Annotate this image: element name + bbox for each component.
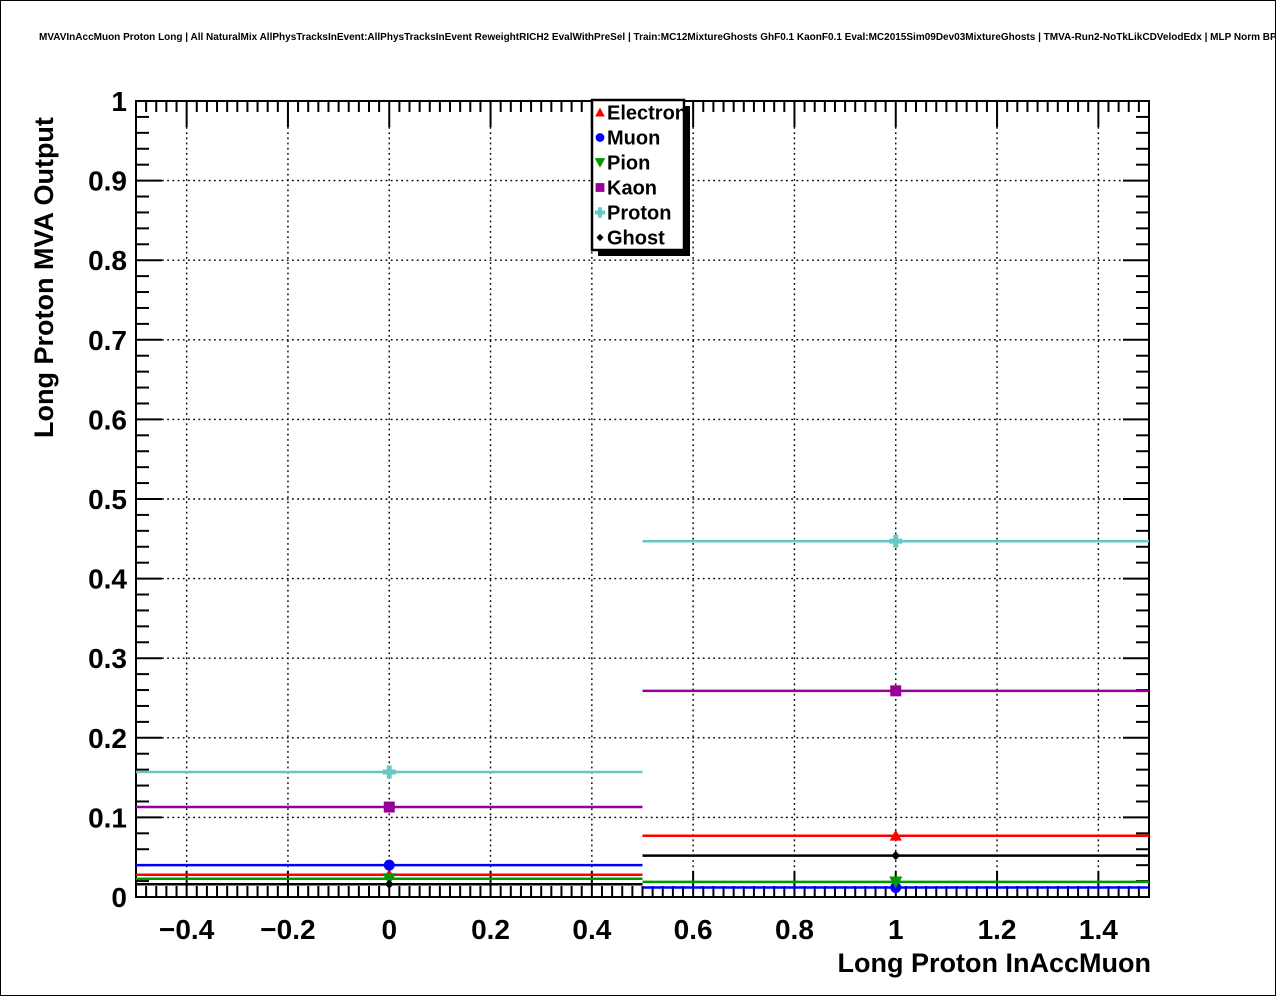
y-tick-label: 0.4 bbox=[88, 564, 127, 595]
y-tick-label: 1 bbox=[111, 86, 127, 117]
y-tick-label: 0.9 bbox=[88, 166, 127, 197]
legend-item-kaon: Kaon bbox=[595, 178, 657, 200]
y-tick-label: 0.3 bbox=[88, 643, 127, 674]
legend: Electron Muon Pion Kaon Proton Ghost bbox=[590, 98, 690, 256]
data-series bbox=[136, 534, 1149, 893]
x-tick-label: 0.8 bbox=[775, 914, 814, 945]
y-tick-label: 0 bbox=[111, 882, 127, 913]
x-tick-label: 0.4 bbox=[572, 914, 611, 945]
x-tick-label: 0 bbox=[381, 914, 397, 945]
marker-circle bbox=[383, 859, 395, 871]
legend-item-electron: Electron bbox=[595, 103, 687, 125]
y-tick-labels: 0 0.1 0.2 0.3 0.4 0.5 0.6 0.7 0.8 0.9 1 bbox=[88, 86, 127, 913]
legend-item-label: Pion bbox=[607, 153, 650, 175]
x-tick-label: 1.2 bbox=[978, 914, 1017, 945]
gridlines bbox=[136, 101, 1149, 897]
legend-item-muon: Muon bbox=[595, 128, 660, 150]
marker-diamond bbox=[596, 233, 604, 242]
y-axis-title: Long Proton MVA Output bbox=[29, 117, 59, 438]
series-ghost bbox=[136, 851, 1149, 889]
marker-triangle-up bbox=[595, 107, 605, 117]
marker-square bbox=[595, 183, 605, 192]
legend-item-label: Ghost bbox=[607, 228, 665, 250]
marker-cross bbox=[889, 534, 903, 548]
y-tick-label: 0.5 bbox=[88, 484, 127, 515]
marker-square bbox=[383, 801, 395, 813]
legend-item-label: Electron bbox=[607, 103, 687, 125]
x-tick-label: −0.2 bbox=[260, 914, 315, 945]
series-pion bbox=[136, 873, 1149, 889]
x-tick-label: 0.6 bbox=[674, 914, 713, 945]
legend-item-proton: Proton bbox=[594, 203, 671, 225]
marker-triangle-down bbox=[594, 158, 606, 168]
legend-item-label: Muon bbox=[607, 128, 660, 150]
x-tick-label: 0.2 bbox=[471, 914, 510, 945]
marker-triangle-down bbox=[889, 876, 903, 889]
marker-circle bbox=[595, 133, 605, 142]
x-tick-labels: −0.4 −0.2 0 0.2 0.4 0.6 0.8 1 1.2 1.4 bbox=[159, 914, 1118, 945]
legend-item-label: Proton bbox=[607, 203, 671, 225]
series-proton bbox=[136, 534, 1149, 779]
y-tick-label: 0.1 bbox=[88, 802, 127, 833]
y-tick-label: 0.6 bbox=[88, 404, 127, 435]
x-tick-label: 1.4 bbox=[1079, 914, 1118, 945]
marker-diamond bbox=[891, 851, 901, 861]
x-axis-title: Long Proton InAccMuon bbox=[838, 948, 1151, 978]
series-kaon bbox=[136, 685, 1149, 813]
marker-cross bbox=[382, 765, 396, 779]
legend-item-pion: Pion bbox=[594, 153, 650, 175]
marker-square bbox=[890, 685, 902, 697]
marker-triangle-up bbox=[889, 829, 902, 841]
legend-item-ghost: Ghost bbox=[596, 228, 665, 250]
plot-title: MVAVInAccMuon Proton Long | All NaturalM… bbox=[39, 32, 1276, 43]
x-tick-label: 1 bbox=[888, 914, 904, 945]
legend-box bbox=[590, 98, 686, 252]
marker-triangle-down bbox=[382, 873, 396, 886]
y-tick-label: 0.7 bbox=[88, 325, 127, 356]
y-tick-label: 0.2 bbox=[88, 723, 127, 754]
x-tick-label: −0.4 bbox=[159, 914, 215, 945]
legend-item-label: Kaon bbox=[607, 178, 657, 200]
marker-cross bbox=[594, 207, 606, 218]
marker-diamond bbox=[384, 879, 394, 889]
y-tick-label: 0.8 bbox=[88, 245, 127, 276]
